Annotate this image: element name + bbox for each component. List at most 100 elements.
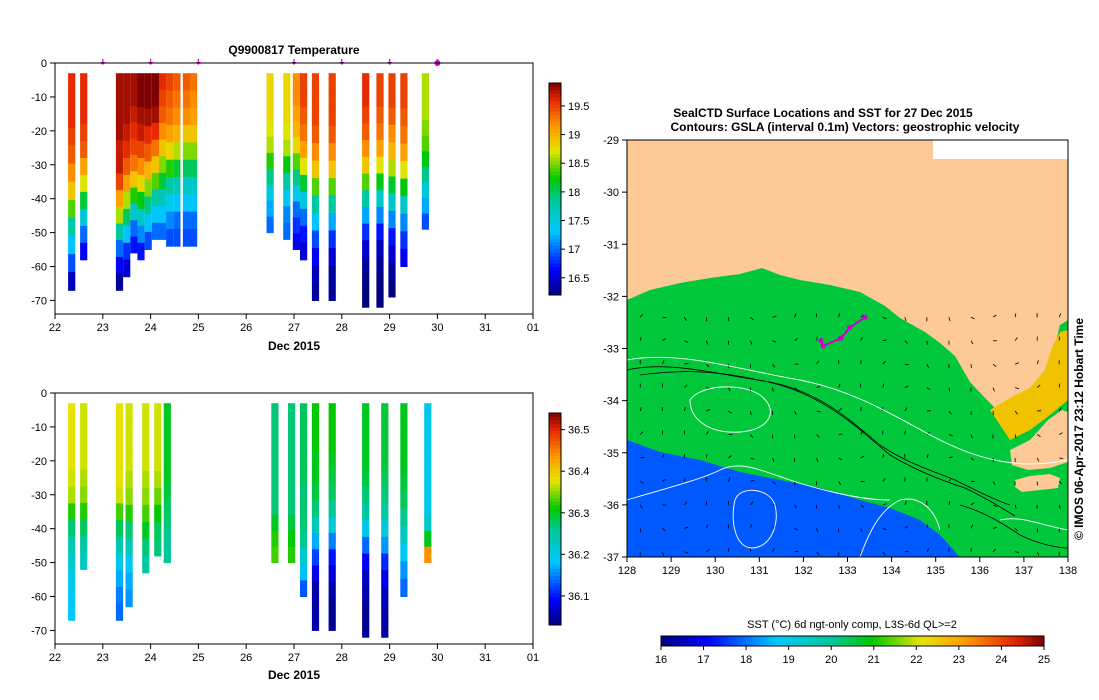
velocity-vector	[904, 501, 907, 506]
profile-cell	[311, 160, 320, 179]
profile-cell	[300, 73, 308, 91]
profile-12	[190, 73, 198, 247]
profile-cell	[173, 211, 181, 230]
profile-cell	[388, 124, 396, 143]
velocity-vector	[838, 383, 841, 388]
velocity-vector	[860, 528, 863, 533]
profile-cell	[292, 89, 300, 106]
profile-cell	[300, 403, 308, 420]
colorbar-tick-label: 16.5	[568, 273, 589, 285]
x-tick-label: 24	[144, 322, 156, 334]
sst-colorbar-segment	[980, 636, 985, 646]
profile-cell	[362, 553, 370, 571]
colorbar-segment	[549, 164, 561, 169]
profile-cell	[130, 122, 138, 139]
profile-cell	[137, 158, 145, 176]
profile-cell	[328, 549, 336, 566]
velocity-vector	[882, 551, 886, 556]
profile-cell	[362, 140, 370, 158]
x-tick-label: 28	[336, 322, 348, 334]
profile-cell	[173, 90, 181, 109]
lon-tick-label: 134	[882, 565, 900, 577]
colorbar-segment	[549, 125, 561, 130]
profile-cell	[288, 482, 296, 500]
x-tick-label: 29	[383, 652, 395, 664]
profile-cell	[271, 451, 279, 468]
velocity-vector	[683, 317, 687, 321]
profile-cell	[328, 403, 336, 420]
colorbar-segment	[549, 462, 561, 467]
sst-colorbar-label: SST (°C) 6d ngt-only comp, L3S-6d QL>=2	[747, 619, 957, 631]
x-tick-label: 31	[479, 322, 491, 334]
profile-cell	[400, 561, 408, 580]
colorbar-segment	[549, 547, 561, 552]
sst-colorbar-segment	[843, 636, 849, 646]
colorbar-segment	[549, 515, 561, 520]
profile-cell	[328, 213, 336, 231]
profile-cell	[266, 136, 274, 154]
profile-cell	[362, 73, 370, 91]
lat-tick-label: -36	[603, 500, 619, 512]
sst-colorbar-segment	[865, 636, 870, 646]
profile-cell	[362, 620, 370, 638]
profile-cell	[424, 514, 432, 532]
sst-colorbar-segment	[686, 636, 692, 646]
velocity-vector	[882, 339, 887, 342]
profile-cell	[80, 225, 88, 244]
profile-cell	[68, 520, 76, 538]
velocity-vector	[728, 547, 730, 552]
profile-cell	[115, 273, 124, 291]
profile-cell	[159, 89, 167, 107]
profile-cell	[311, 451, 320, 469]
profile-cell	[376, 156, 384, 174]
profile-cell	[400, 90, 408, 109]
profile-cell	[68, 553, 76, 571]
colorbar-segment	[549, 582, 561, 587]
velocity-vector	[706, 363, 710, 368]
temperature-profiles	[68, 73, 429, 308]
sst-colorbar-tick-label: 20	[825, 654, 837, 666]
velocity-vector	[661, 360, 665, 365]
profile-cell	[328, 90, 336, 109]
profile-cell	[142, 488, 150, 506]
colorbar-segment	[549, 572, 561, 576]
profile-cell	[190, 73, 198, 91]
profile-cell	[182, 107, 191, 126]
profile-cell	[300, 208, 308, 227]
velocity-vector	[970, 457, 975, 461]
profile-cell	[362, 240, 370, 258]
velocity-vector	[794, 410, 797, 415]
sst-colorbar-segment	[869, 636, 875, 646]
sst-colorbar-segment	[780, 636, 785, 646]
colorbar-segment	[549, 263, 561, 268]
sst-colorbar-segment	[984, 636, 990, 646]
profile-cell	[362, 106, 370, 124]
profile-cell	[123, 124, 131, 142]
profile-11	[182, 73, 191, 247]
profile-cell	[362, 520, 370, 538]
colorbar-segment	[549, 448, 561, 453]
temperature-y-axis: 0 -10 -20 -30 -40 -50 -60 -70	[31, 58, 55, 307]
y-tick-label: -20	[31, 456, 47, 468]
profile-cell	[125, 521, 133, 540]
salinity-profiles	[68, 403, 432, 638]
geostrophic-vectors	[639, 313, 1064, 556]
profile-cell	[300, 174, 308, 193]
profile-14	[283, 73, 291, 240]
profile-cell	[362, 89, 370, 108]
profile-cell	[151, 156, 159, 174]
profile-cell	[166, 125, 174, 143]
profile-12	[362, 403, 370, 638]
sst-colorbar-segment	[750, 636, 756, 646]
colorbar-segment	[549, 143, 561, 147]
profile-cell	[115, 173, 124, 191]
sst-colorbar-tick-label: 19	[783, 654, 795, 666]
profile-cell	[80, 419, 88, 437]
profile-cell	[400, 508, 408, 527]
profile-cell	[115, 190, 124, 208]
velocity-vector	[904, 340, 908, 344]
velocity-vector	[684, 340, 689, 343]
profile-cell	[424, 530, 432, 548]
x-tick-label: 30	[431, 652, 443, 664]
velocity-vector	[684, 363, 689, 365]
